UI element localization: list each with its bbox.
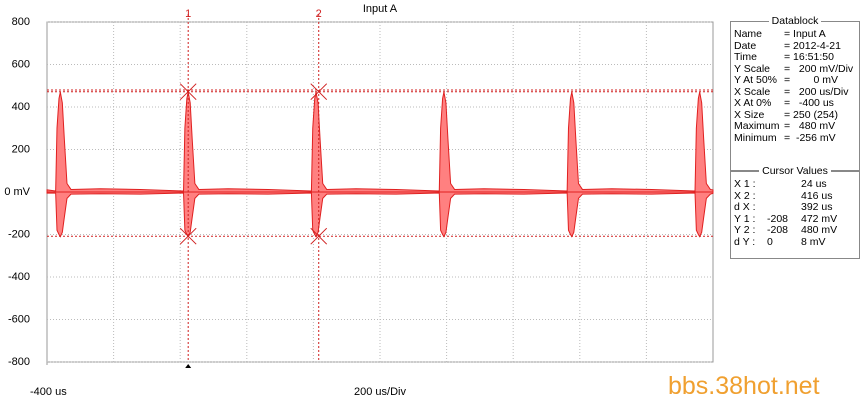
chart-title: Input A — [363, 3, 398, 15]
table-cell: = 2012-4-21 — [784, 39, 841, 52]
x-tick-label: -400 us — [30, 386, 67, 398]
table-cell: -208 — [767, 212, 789, 225]
table-cell: Y 1 : — [734, 212, 756, 225]
table-cell: Y At 50% — [734, 74, 778, 86]
table-cell: Name — [734, 28, 763, 40]
table-cell: = 200 us/Div — [784, 85, 849, 98]
table-row: X 2 : 416 us — [731, 189, 859, 203]
cursor-cross — [179, 227, 197, 245]
table-cell: X Scale — [734, 85, 771, 98]
table-cell: d Y : — [734, 235, 756, 248]
table-cell: = 0 mV — [784, 74, 838, 86]
table-cell: Maximum — [734, 120, 780, 132]
waveform-area — [46, 191, 714, 238]
table-cell: Date — [734, 39, 757, 52]
table-cell: Y 2 : — [734, 224, 756, 236]
y-tick-label: -800 — [8, 356, 30, 368]
table-row: Y Scale = 200 mV/Div — [731, 62, 859, 76]
table-row: Date = 2012-4-21 — [731, 39, 859, 53]
table-row: X 1 : 24 us — [731, 178, 859, 191]
datablock-title: Datablock — [731, 15, 859, 27]
datablock: Datablock Name = Input A Date = 2012-4-21 Ti… — [730, 15, 860, 171]
chart: Input A 200 us/Div 800 600 400 200 0 mV -200 -… — [4, 3, 714, 398]
y-tick-label: 200 — [12, 143, 30, 155]
table-cell: = 480 mV — [784, 120, 836, 132]
table-cell: -208 — [767, 224, 789, 236]
y-tick-label: 800 — [12, 16, 30, 28]
cursor-values: Cursor Values X 1 :24 us X 2 :416 us d X :… — [730, 165, 860, 259]
cursor-values-title: Cursor Values — [731, 165, 859, 177]
table-row: X Scale = 200 us/Div — [731, 85, 859, 99]
table-cell: Y Scale — [734, 62, 770, 75]
table-row: Y At 50% = 0 mV — [731, 74, 859, 87]
y-tick-label: 600 — [12, 58, 30, 70]
table-row: X At 0% = -400 us — [731, 97, 859, 110]
table-cell: = 16:51:50 — [784, 51, 834, 63]
table-cell: X At 0% — [734, 97, 772, 109]
table-cell: 0 — [767, 235, 773, 248]
table-cell: 8 mV — [801, 235, 826, 248]
table-cell: 392 us — [801, 201, 833, 213]
table-row: Minimum = -256 mV — [731, 131, 859, 145]
table-cell: 472 mV — [801, 212, 838, 225]
table-cell: 24 us — [801, 178, 827, 190]
table-cell: X 1 : — [734, 178, 756, 190]
table-cell: 480 mV — [801, 224, 838, 236]
table-cell: = Input A — [784, 28, 826, 40]
y-tick-label: 0 mV — [4, 186, 30, 198]
y-tick-label: -200 — [8, 228, 30, 240]
table-row: Y 2 : -208 480 mV — [731, 224, 859, 237]
table-cell: Minimum — [734, 131, 777, 144]
table-cell: = 250 (254) — [784, 108, 838, 121]
table-cell: X 2 : — [734, 189, 756, 202]
table-cell: = -400 us — [784, 97, 834, 109]
table-row: Name = Input A — [731, 28, 859, 41]
table-cell: X Size — [734, 108, 765, 121]
table-row: Time = 16:51:50 — [731, 51, 859, 64]
cursor-cross — [310, 83, 328, 101]
cursor-values-title-text: Cursor Values — [759, 165, 831, 177]
table-row: Y 1 : -208 472 mV — [731, 212, 859, 226]
y-tick-label: -400 — [8, 271, 30, 283]
table-cell: 416 us — [801, 189, 833, 202]
table-cell: = 200 mV/Div — [784, 62, 854, 75]
table-cell: Time — [734, 51, 757, 63]
table-row: Maximum = 480 mV — [731, 120, 859, 133]
table-row: d Y : 0 8 mV — [731, 235, 859, 249]
cursor-label: 1 — [185, 8, 191, 20]
table-row: d X : 392 us — [731, 201, 859, 214]
table-row: X Size = 250 (254) — [731, 108, 859, 122]
cursor-cross — [179, 83, 197, 101]
table-cell: d X : — [734, 201, 756, 213]
x-axis-label: 200 us/Div — [354, 386, 406, 398]
cursor-cross — [310, 227, 328, 245]
y-tick-label: -600 — [8, 313, 30, 325]
datablock-title-text: Datablock — [768, 15, 822, 27]
cursor-label: 2 — [316, 8, 322, 20]
y-tick-label: 400 — [12, 101, 30, 113]
waveform-area — [46, 92, 714, 193]
table-cell: = -256 mV — [784, 131, 836, 144]
trigger-marker — [185, 364, 192, 368]
watermark: bbs.38hot.net — [668, 372, 820, 400]
